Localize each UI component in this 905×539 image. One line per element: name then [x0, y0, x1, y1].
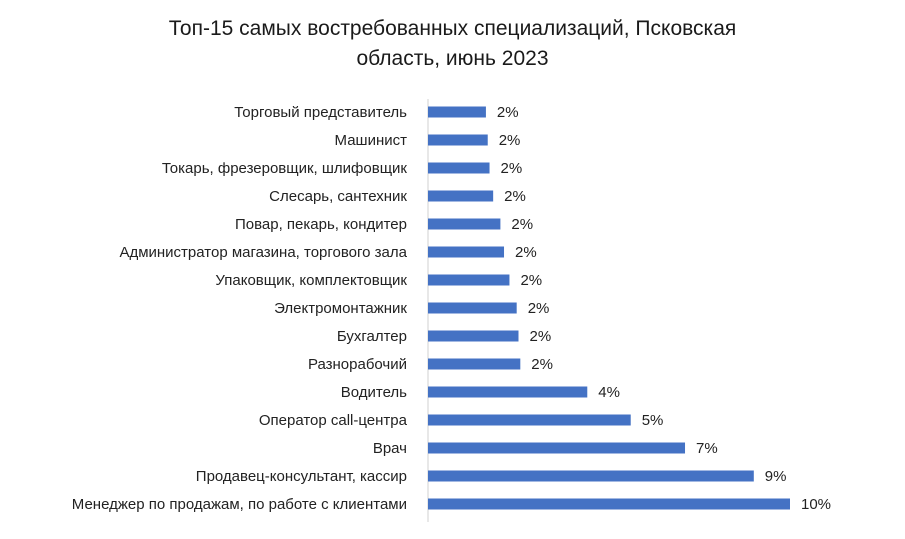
data-label: 2%: [528, 300, 550, 317]
data-label: 2%: [499, 132, 521, 149]
category-label: Администратор магазина, торгового зала: [119, 244, 407, 261]
bar: [428, 302, 517, 314]
bar: [428, 442, 686, 454]
data-label: 4%: [598, 384, 620, 401]
bar: [428, 498, 790, 510]
bar: [428, 414, 631, 426]
bar: [428, 386, 588, 398]
category-label: Машинист: [335, 132, 408, 149]
category-label: Врач: [373, 440, 407, 457]
bar: [428, 274, 510, 286]
chart-title-line-2: область, июнь 2023: [356, 47, 549, 70]
data-label: 10%: [801, 496, 831, 513]
bar: [428, 162, 490, 174]
category-label: Оператор call-центра: [259, 412, 408, 429]
bar: [428, 190, 494, 202]
data-label: 7%: [696, 440, 718, 457]
data-label: 2%: [504, 188, 526, 205]
category-label: Упаковщик, комплектовщик: [215, 272, 407, 289]
bar: [428, 218, 501, 230]
category-label: Водитель: [341, 384, 407, 401]
category-label: Токарь, фрезеровщик, шлифовщик: [162, 160, 408, 177]
bar: [428, 134, 488, 146]
category-label: Торговый представитель: [234, 104, 407, 121]
data-label: 2%: [530, 328, 552, 345]
category-label: Разнорабочий: [308, 356, 407, 373]
bar: [428, 106, 486, 118]
bar: [428, 330, 519, 342]
data-label: 2%: [531, 356, 553, 373]
data-label: 2%: [497, 104, 519, 121]
bar: [428, 470, 754, 482]
data-label: 2%: [501, 160, 523, 177]
category-label: Менеджер по продажам, по работе с клиент…: [72, 496, 407, 513]
data-label: 2%: [520, 272, 542, 289]
data-label: 2%: [515, 244, 537, 261]
category-label: Бухгалтер: [337, 328, 407, 345]
chart-title: Топ-15 самых востребованных специализаци…: [0, 14, 905, 74]
data-label: 2%: [511, 216, 533, 233]
category-label: Слесарь, сантехник: [269, 188, 407, 205]
chart-title-line-1: Топ-15 самых востребованных специализаци…: [168, 17, 737, 40]
data-label: 5%: [642, 412, 664, 429]
data-label: 9%: [765, 468, 787, 485]
bar: [428, 358, 521, 370]
category-label: Электромонтажник: [274, 300, 407, 317]
category-label: Продавец-консультант, кассир: [196, 468, 407, 485]
bar: [428, 246, 505, 258]
category-label: Повар, пекарь, кондитер: [235, 216, 407, 233]
